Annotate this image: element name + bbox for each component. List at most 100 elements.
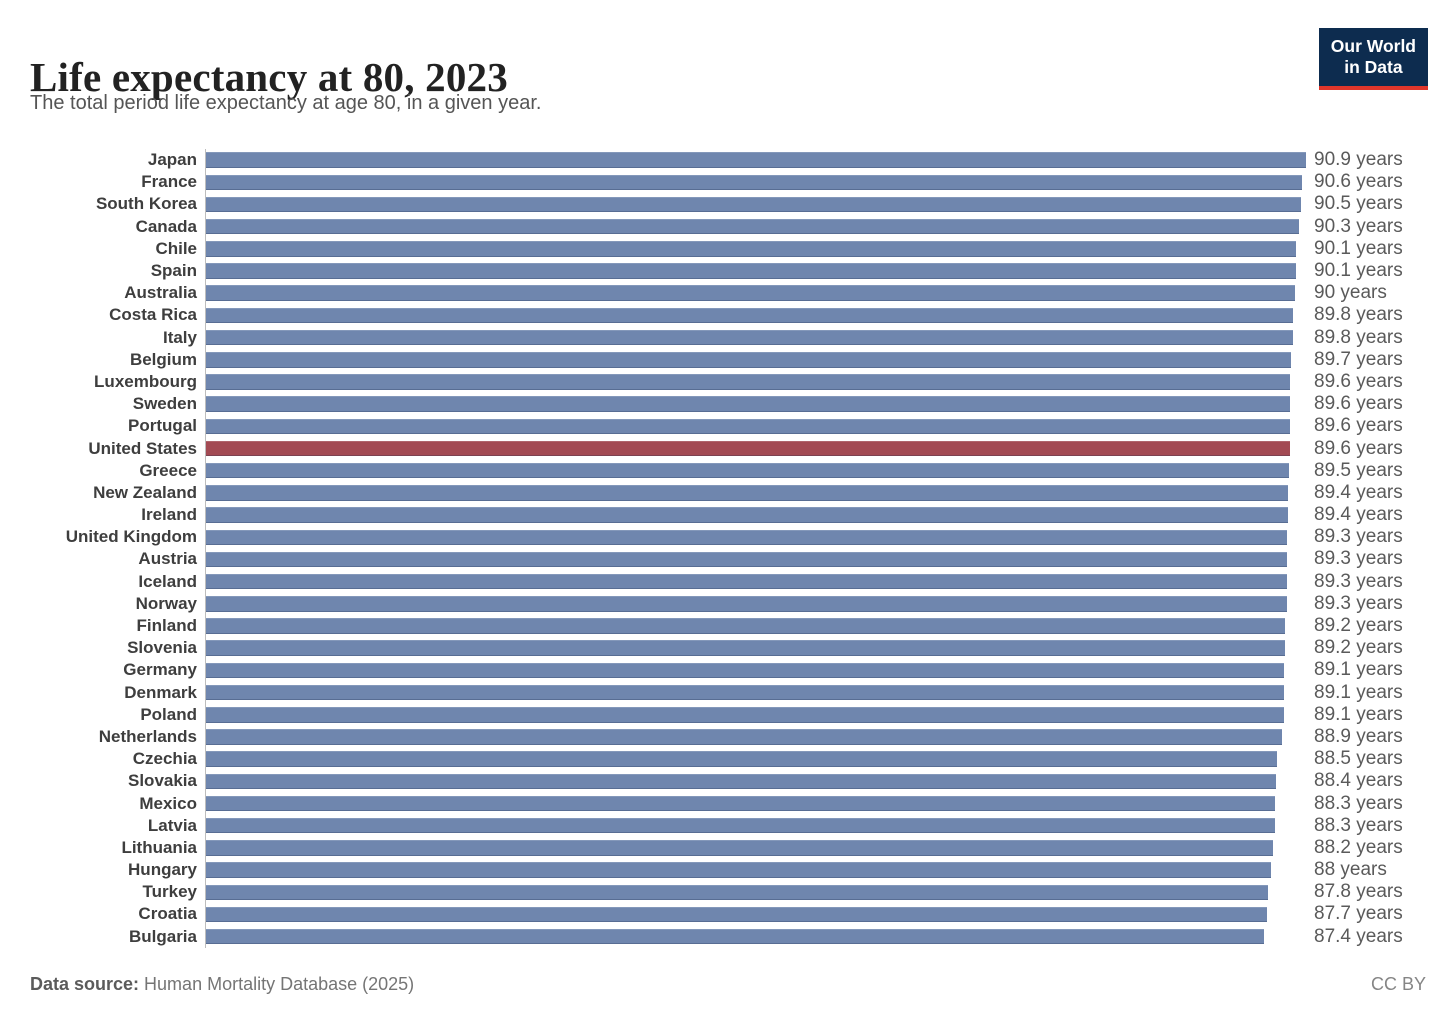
- data-source-note: Data source: Human Mortality Database (2…: [30, 974, 414, 995]
- country-label: South Korea: [95, 194, 197, 214]
- bar[interactable]: [206, 928, 1264, 945]
- bar[interactable]: [206, 906, 1268, 923]
- bar[interactable]: [206, 218, 1299, 235]
- bar-track: [205, 282, 1306, 305]
- bar-row: Netherlands 88.9 years: [0, 725, 1456, 749]
- page-title: Life expectancy at 80, 2023: [30, 54, 508, 101]
- country-label: Germany: [123, 660, 197, 680]
- bar[interactable]: [206, 729, 1282, 745]
- bar[interactable]: [206, 241, 1297, 257]
- country-label: Latvia: [147, 815, 197, 835]
- bar-row: Japan 90.9 years: [0, 149, 1456, 172]
- page-subtitle: The total period life expectancy at age …: [30, 92, 542, 114]
- value-label: 89.8 years: [1314, 326, 1403, 348]
- bar-row: France 90.6 years: [0, 171, 1456, 194]
- country-label: New Zealand: [93, 482, 197, 502]
- bar[interactable]: [206, 352, 1292, 368]
- bar-track: [205, 548, 1306, 571]
- bar[interactable]: [206, 573, 1287, 590]
- bar-row: Turkey 87.8 years: [0, 881, 1456, 904]
- bar[interactable]: [206, 773, 1276, 790]
- bar-track: [205, 681, 1306, 704]
- bar[interactable]: [206, 174, 1303, 191]
- value-label: 90.3 years: [1314, 215, 1403, 237]
- bar-track: [205, 348, 1306, 371]
- bar-track: [205, 393, 1306, 416]
- bar[interactable]: [206, 640, 1286, 656]
- bar-row: New Zealand 89.4 years: [0, 481, 1456, 504]
- country-label: Bulgaria: [128, 926, 197, 946]
- bar-track: [205, 637, 1306, 660]
- data-source-label: Data source:: [30, 974, 140, 994]
- bar[interactable]: [206, 507, 1288, 523]
- bar[interactable]: [206, 862, 1271, 878]
- bar-row: Germany 89.1 years: [0, 659, 1456, 682]
- bar-track: [205, 792, 1306, 815]
- bar-highlighted[interactable]: [206, 440, 1291, 457]
- bar[interactable]: [206, 418, 1291, 435]
- bar-row: Greece 89.5 years: [0, 459, 1456, 482]
- value-label: 90.5 years: [1314, 193, 1403, 215]
- country-label: Sweden: [132, 394, 197, 414]
- country-label: Luxembourg: [94, 371, 197, 391]
- bar[interactable]: [206, 618, 1286, 634]
- bar-track: [205, 459, 1306, 482]
- data-source-text: Human Mortality Database (2025): [139, 974, 415, 994]
- country-label: Portugal: [128, 416, 197, 436]
- bar[interactable]: [206, 196, 1302, 213]
- bar[interactable]: [206, 884, 1269, 901]
- bar[interactable]: [206, 662, 1285, 679]
- bar-row: Iceland 89.3 years: [0, 570, 1456, 593]
- bar-track: [205, 259, 1306, 283]
- value-label: 89.6 years: [1314, 393, 1403, 415]
- value-label: 88.3 years: [1314, 814, 1403, 836]
- value-label: 90.9 years: [1314, 149, 1403, 171]
- bar-track: [205, 614, 1306, 638]
- bar[interactable]: [206, 329, 1293, 346]
- bar-track: [205, 725, 1306, 749]
- bar-track: [205, 215, 1306, 238]
- country-label: Canada: [135, 216, 197, 236]
- value-label: 89.4 years: [1314, 481, 1403, 503]
- owid-logo-line1: Our World: [1330, 36, 1416, 56]
- bar-row: Slovakia 88.4 years: [0, 770, 1456, 793]
- bar[interactable]: [206, 285, 1296, 301]
- bar[interactable]: [206, 307, 1293, 324]
- value-label: 89.1 years: [1314, 659, 1403, 681]
- bar[interactable]: [206, 817, 1275, 834]
- value-label: 90.1 years: [1314, 260, 1403, 282]
- country-label: Greece: [139, 460, 197, 480]
- value-label: 89.1 years: [1314, 681, 1403, 703]
- country-label: Czechia: [132, 749, 197, 769]
- bar[interactable]: [206, 374, 1291, 390]
- bar[interactable]: [206, 795, 1275, 812]
- value-label: 89.4 years: [1314, 504, 1403, 526]
- bar[interactable]: [206, 263, 1297, 279]
- bar-row: Belgium 89.7 years: [0, 348, 1456, 371]
- bar[interactable]: [206, 462, 1290, 479]
- bar[interactable]: [206, 751, 1277, 767]
- bar-track: [205, 748, 1306, 771]
- country-label: Mexico: [139, 793, 197, 813]
- bar-track: [205, 193, 1306, 216]
- bar[interactable]: [206, 707, 1285, 723]
- bar[interactable]: [206, 485, 1288, 501]
- bar[interactable]: [206, 529, 1287, 546]
- country-label: Japan: [147, 150, 197, 170]
- bar[interactable]: [206, 596, 1287, 612]
- bar[interactable]: [206, 684, 1285, 701]
- owid-logo[interactable]: Our World in Data: [1318, 28, 1428, 90]
- bar-row: Portugal 89.6 years: [0, 415, 1456, 438]
- bar-row: Hungary 88 years: [0, 859, 1456, 882]
- bar[interactable]: [206, 840, 1274, 856]
- bar[interactable]: [206, 551, 1287, 568]
- license-link[interactable]: CC BY: [1370, 974, 1426, 994]
- bar[interactable]: [206, 152, 1306, 168]
- bar[interactable]: [206, 396, 1291, 412]
- country-label: Finland: [136, 616, 197, 636]
- bar-track: [205, 504, 1306, 527]
- bar-row: Canada 90.3 years: [0, 215, 1456, 238]
- value-label: 88.4 years: [1314, 770, 1403, 792]
- country-label: Chile: [155, 238, 197, 258]
